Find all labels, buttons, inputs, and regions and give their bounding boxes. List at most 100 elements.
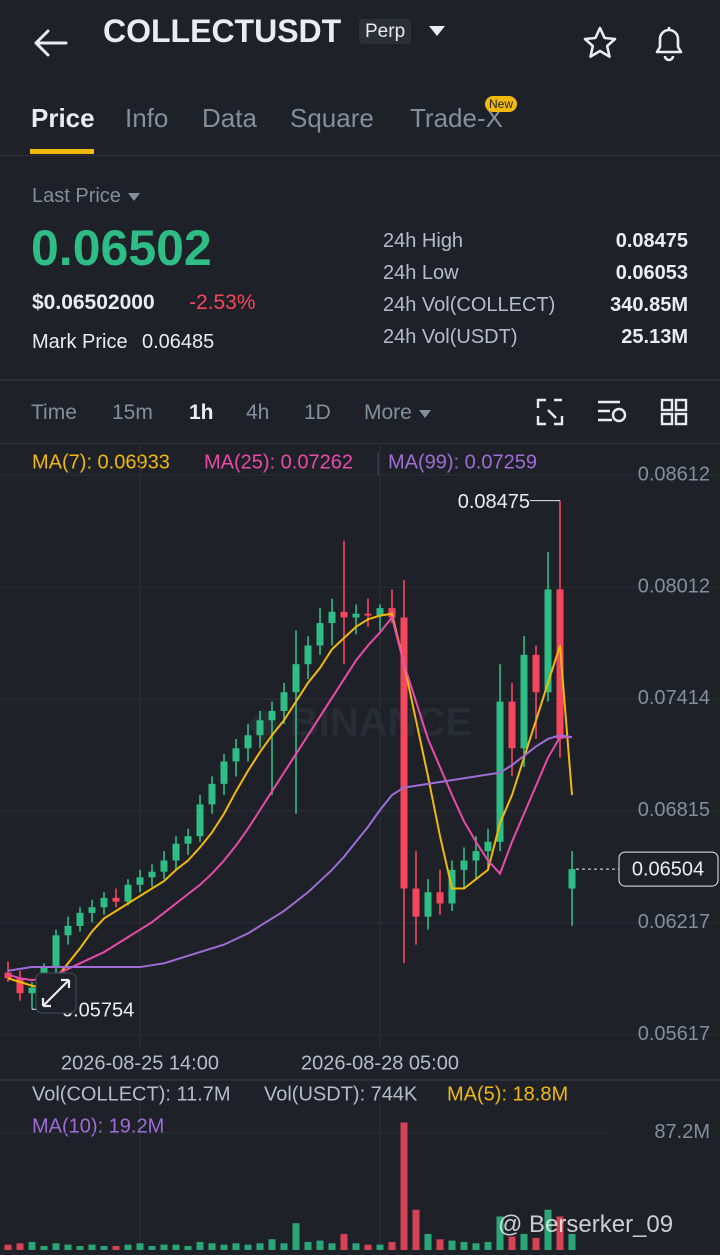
symbol-title[interactable]: COLLECTUSDT: [103, 13, 342, 49]
candle-body: [568, 869, 576, 889]
expand-icon[interactable]: [536, 398, 564, 426]
divider: [0, 379, 720, 381]
volume-bar: [436, 1239, 444, 1250]
ma-line: [7, 612, 573, 989]
candle-body: [328, 611, 336, 624]
volume-bar: [76, 1245, 84, 1250]
volume-bar: [4, 1244, 12, 1250]
candle-body: [280, 692, 288, 711]
indicator-icon[interactable]: [596, 398, 628, 426]
candle-body: [376, 608, 384, 616]
volume-bar: [364, 1244, 372, 1250]
volume-bar: [124, 1244, 132, 1250]
stat-label: 24h Low: [383, 262, 459, 284]
candle-body: [436, 892, 444, 904]
stat-value: 0.08475: [615, 230, 688, 252]
volume-bar: [520, 1233, 528, 1250]
ma-line: [7, 734, 573, 972]
volume-bar: [256, 1243, 264, 1250]
x-tick-label: 2026-08-28 05:00: [301, 1052, 459, 1074]
volume-bar: [196, 1241, 204, 1250]
candle-body: [64, 925, 72, 936]
candle-body: [112, 897, 120, 902]
volume-bar: [532, 1237, 540, 1250]
candle-body: [88, 907, 96, 913]
chart: ◆ BINANCE MA(7): 0.06933 MA(25): 0.07262 M…: [0, 445, 720, 1255]
volume-bar: [328, 1243, 336, 1250]
volume-bar: [16, 1243, 24, 1250]
volume-bar: [52, 1243, 60, 1250]
volume-bar: [88, 1244, 96, 1250]
tab[interactable]: Square: [290, 103, 374, 133]
interval[interactable]: Time: [31, 401, 77, 424]
mark-price: 0.06485: [142, 331, 215, 353]
last-price-label-text: Last Price: [32, 185, 121, 207]
volume-legend: Vol(USDT): 744K: [264, 1083, 418, 1105]
tab[interactable]: Data: [202, 103, 257, 133]
y-tick-label: 0.06815: [638, 799, 710, 821]
volume-bar: [496, 1216, 504, 1250]
dropdown-icon[interactable]: [428, 24, 446, 38]
divider: [0, 155, 720, 156]
perp-badge: Perp: [359, 19, 412, 44]
stat-label: 24h High: [383, 230, 464, 252]
candle-body: [148, 871, 156, 878]
candle-body: [556, 589, 564, 739]
candle-body: [400, 617, 408, 889]
volume-bar: [208, 1243, 216, 1250]
volume-legend: MA(10): 19.2M: [32, 1115, 164, 1137]
volume-bar: [292, 1223, 300, 1250]
candle-body: [208, 783, 216, 805]
watermark: @ Berserker_09: [498, 1211, 674, 1238]
candle-body: [268, 710, 276, 721]
interval[interactable]: 1D: [304, 401, 331, 424]
candle-body: [460, 860, 468, 870]
favorite-icon[interactable]: [582, 26, 618, 60]
back-icon[interactable]: [30, 26, 70, 60]
volume-bar: [100, 1245, 108, 1250]
candle-body: [472, 851, 480, 861]
dropdown-icon: [418, 410, 431, 418]
candle-body: [196, 804, 204, 837]
tab[interactable]: Price: [31, 103, 95, 133]
alert-icon[interactable]: [651, 24, 687, 62]
price-change: -2.53%: [189, 291, 256, 314]
candle-body: [364, 613, 372, 616]
x-tick-label: 2026-08-25 14:00: [61, 1052, 219, 1074]
y-tick-label: 0.06217: [638, 911, 710, 933]
last-price-box: [618, 851, 719, 887]
layout-icon[interactable]: [660, 398, 688, 426]
last-price-label[interactable]: Last Price: [32, 186, 141, 206]
volume-tick-label: 87.2M: [654, 1121, 710, 1143]
volume-bar: [304, 1241, 312, 1250]
zoom-button[interactable]: [35, 972, 77, 1014]
last-price: 0.06502: [31, 220, 212, 276]
y-tick-label: 0.08012: [638, 575, 710, 597]
interval[interactable]: 1h: [189, 401, 214, 424]
stat-value: 0.06053: [615, 262, 688, 284]
candle-body: [316, 623, 324, 646]
volume-bar: [172, 1244, 180, 1250]
interval[interactable]: 15m: [112, 401, 153, 424]
ma-line: [7, 615, 572, 982]
mark-price-label: Mark Price: [32, 331, 128, 353]
tab[interactable]: Info: [125, 103, 169, 133]
volume-bar: [376, 1244, 384, 1250]
candle-body: [124, 884, 132, 902]
volume-bar: [268, 1239, 276, 1250]
ma-legend: MA(99): 0.07259: [388, 451, 537, 473]
interval[interactable]: 4h: [246, 401, 270, 424]
divider: [0, 443, 720, 444]
candle-body: [508, 701, 516, 749]
volume-bar: [568, 1233, 576, 1250]
y-tick-label: 0.08612: [638, 463, 710, 485]
interval-more[interactable]: More: [364, 402, 432, 423]
candle-body: [412, 888, 420, 917]
candle-body: [484, 841, 492, 852]
volume-bar: [400, 1122, 408, 1250]
candle-body: [160, 860, 168, 872]
candle-body: [532, 654, 540, 693]
volume-bar: [160, 1244, 168, 1250]
candle-body: [136, 877, 144, 885]
